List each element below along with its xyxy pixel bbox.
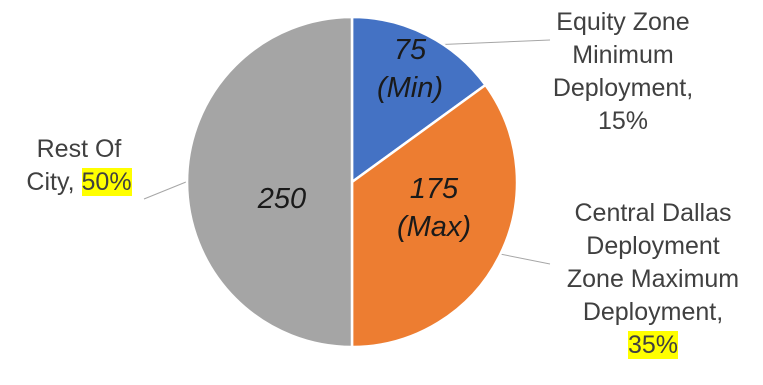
equity-zone-percent: 15% bbox=[597, 107, 649, 135]
label-line: Deployment, bbox=[552, 74, 694, 102]
label-line: Central Dallas bbox=[574, 199, 732, 227]
label-line: City, bbox=[26, 168, 75, 196]
rest-of-city-value-label: 250 bbox=[257, 183, 306, 215]
label-line: Deployment, bbox=[582, 298, 724, 326]
value-label-line: 75 bbox=[394, 34, 427, 66]
value-label-line: 175 bbox=[410, 173, 459, 205]
label-line: Minimum bbox=[572, 41, 674, 69]
rest-of-city-slice bbox=[185, 15, 354, 349]
equity-zone-value-label: 75 (Min) bbox=[377, 34, 443, 104]
central-dallas-value-label: 175 (Max) bbox=[397, 173, 471, 243]
value-label-line: (Min) bbox=[377, 72, 443, 104]
leader-line bbox=[429, 39, 551, 46]
equity-zone-label: Equity Zone Minimum Deployment, 15% bbox=[548, 6, 698, 138]
value-label-line: 250 bbox=[257, 183, 306, 215]
pie-slices bbox=[185, 15, 519, 349]
rest-of-city-label: Rest Of City, 50% bbox=[14, 133, 144, 199]
label-line: Zone Maximum bbox=[566, 265, 740, 293]
value-label-line: (Max) bbox=[397, 211, 471, 243]
central-dallas-slice bbox=[350, 83, 519, 349]
central-dallas-label: Central Dallas Deployment Zone Maximum D… bbox=[548, 197, 758, 362]
equity-zone-slice bbox=[350, 15, 488, 185]
label-line: Rest Of bbox=[36, 135, 122, 163]
rest-of-city-percent: 50% bbox=[81, 168, 132, 196]
central-dallas-percent: 35% bbox=[627, 331, 679, 359]
slice-value-labels: 75 (Min) 175 (Max) 250 bbox=[257, 34, 471, 243]
label-line: Equity Zone bbox=[556, 8, 690, 36]
leader-line bbox=[143, 181, 187, 200]
label-line: Deployment bbox=[586, 232, 720, 260]
